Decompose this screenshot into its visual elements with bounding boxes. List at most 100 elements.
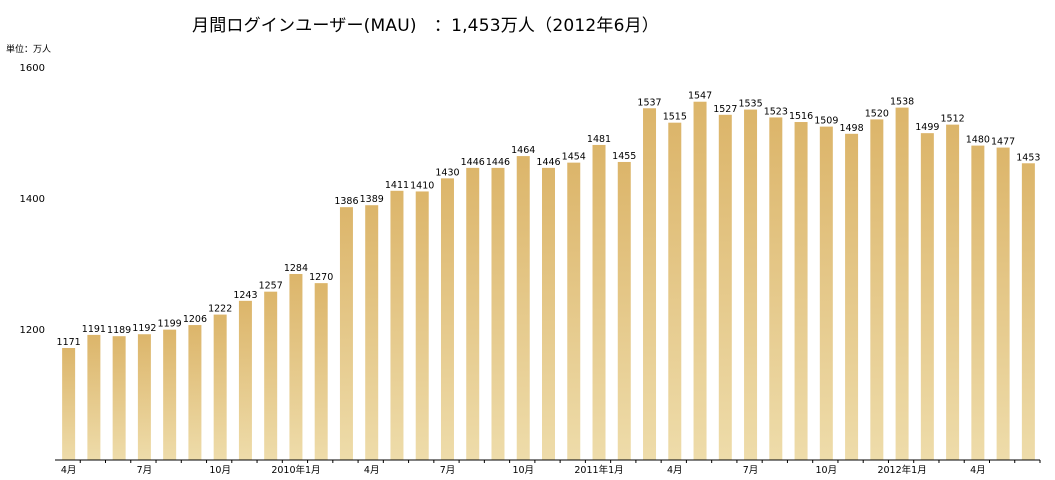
x-tick-label: 2011年1月 [574,464,623,476]
bar-4月 [365,205,379,460]
bar-4月 [971,145,985,460]
bar-12月 [567,162,581,460]
bar-value-label: 1498 [839,123,863,134]
bar-7月 [137,334,151,460]
bar-5月 [390,190,404,461]
bar-value-label: 1538 [890,97,914,108]
bar-value-label: 1257 [259,281,283,292]
bar-7月 [744,109,758,460]
bar-value-label: 1199 [158,319,182,330]
bar-value-label: 1243 [233,290,257,301]
bar-value-label: 1386 [334,196,358,207]
bar-value-label: 1523 [764,106,788,117]
bar-value-label: 1535 [738,99,762,110]
x-tick-label: 7月 [743,465,759,476]
y-tick-label: 1600 [20,63,45,74]
bar-value-label: 1189 [107,325,131,336]
bar-value-label: 1192 [132,323,156,334]
bars [62,101,1035,461]
x-tick-label: 10月 [512,465,534,476]
x-tick-label: 2010年1月 [271,464,320,476]
bar-value-label: 1410 [410,180,434,191]
bar-value-label: 1284 [284,263,308,274]
bar-4月 [668,122,682,461]
x-tick-label: 4月 [970,465,986,476]
bar-value-label: 1481 [587,134,611,145]
bar-value-label: 1191 [82,324,106,335]
bar-3月 [643,108,657,460]
bar-3月 [339,207,353,460]
bar-value-label: 1206 [183,314,207,325]
bar-value-label: 1411 [385,180,409,191]
y-tick-label: 1200 [20,325,45,336]
x-tick-label: 7月 [440,465,456,476]
bar-value-label: 1455 [612,151,636,162]
x-tick-label: 10月 [816,465,838,476]
bar-9月 [491,167,505,460]
bar-9月 [188,325,202,460]
bar-value-label: 1509 [814,116,838,127]
x-axis-ticks [79,460,1041,463]
bar-value-label: 1477 [991,137,1015,148]
bar-12月 [870,119,884,461]
bar-5月 [996,147,1010,460]
bar-2月 [314,283,328,460]
x-tick-label: 2012年1月 [877,464,926,476]
bar-10月 [213,314,227,460]
bar-value-label: 1453 [1016,152,1040,163]
bar-8月 [769,117,783,460]
bar-10月 [516,156,530,460]
bar-value-label: 1516 [789,111,813,122]
bar-11月 [845,133,859,460]
bar-value-label: 1446 [461,157,485,168]
bar-5月 [693,101,707,460]
bar-6月 [718,114,732,460]
bar-value-label: 1464 [511,145,535,156]
bar-value-label: 1454 [562,152,586,163]
bar-value-label: 1430 [435,167,459,178]
bar-6月 [112,336,126,460]
x-tick-label: 7月 [137,465,153,476]
bar-value-label: 1499 [915,122,939,133]
bar-value-label: 1512 [941,114,965,125]
bar-12月 [264,291,278,460]
bar-value-label: 1171 [57,337,81,348]
bar-11月 [542,167,555,460]
bar-2011年1月 [592,144,606,460]
bar-value-label: 1537 [637,97,661,108]
bar-5月 [87,334,101,460]
bar-3月 [946,124,960,460]
bar-2010年1月 [289,273,303,460]
bar-value-label: 1446 [536,157,560,168]
bar-2012年1月 [895,107,909,461]
bar-11月 [238,300,252,460]
bar-6月 [415,191,429,460]
y-axis-labels: 1200 1400 1600 [20,63,45,336]
bar-value-label: 1222 [208,304,232,315]
chart-title: 月間ログインユーザー(MAU) ：1,453万人（2012年6月） [192,16,660,36]
bar-9月 [794,122,808,461]
x-tick-label: 4月 [364,465,380,476]
bar-2月 [617,161,631,460]
x-tick-label: 10月 [209,465,231,476]
bar-value-label: 1480 [966,135,990,146]
unit-label: 単位：万人 [6,45,52,55]
bar-4月 [62,347,76,460]
x-axis-labels: 4月 7月 10月 2010年1月 4月 7月 10月 2011年1月 4月 7月 10月 2012年… [61,464,986,476]
bar-8月 [163,329,177,460]
bar-value-label: 1547 [688,91,712,102]
x-tick-label: 4月 [61,465,77,476]
bar-10月 [819,126,833,460]
x-tick-label: 4月 [667,465,683,476]
y-tick-label: 1400 [20,194,45,205]
bar-value-label: 1270 [309,272,333,283]
bar-7月 [440,178,454,460]
bar-6月 [1021,163,1035,460]
bar-value-label: 1515 [663,112,687,123]
bar-2月 [920,133,934,460]
bar-value-label: 1389 [360,194,384,205]
bar-8月 [466,167,480,460]
bar-value-label: 1446 [486,157,510,168]
